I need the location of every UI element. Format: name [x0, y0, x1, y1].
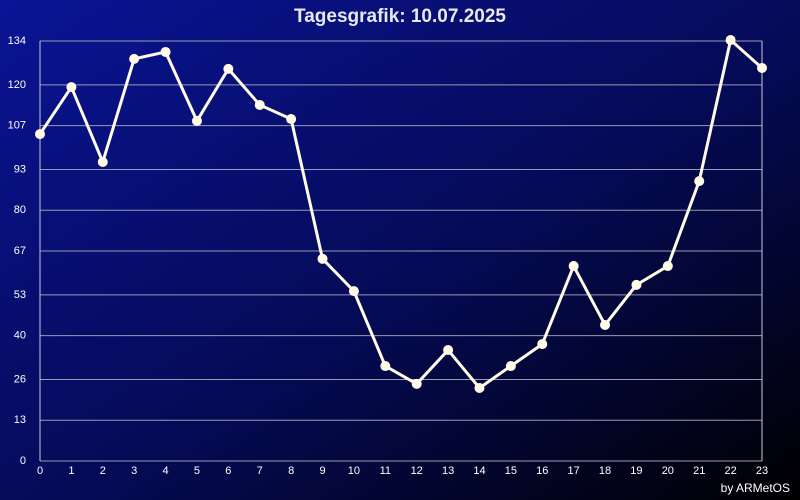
data-point	[380, 361, 391, 372]
x-tick-label: 7	[257, 465, 263, 477]
data-point	[317, 253, 328, 264]
x-tick-label: 14	[473, 465, 485, 477]
data-point	[662, 261, 673, 272]
data-point	[757, 62, 767, 73]
chart-title: Tagesgrafik: 10.07.2025	[294, 6, 506, 27]
data-line	[38, 38, 763, 390]
data-point	[694, 176, 705, 187]
data-point	[443, 345, 454, 356]
x-tick-label: 15	[505, 465, 517, 477]
y-tick-label: 53	[14, 289, 26, 301]
x-tick-label: 9	[319, 465, 325, 477]
data-point	[286, 114, 297, 125]
data-point	[474, 382, 485, 393]
y-tick-label: 67	[14, 245, 26, 257]
x-tick-label: 5	[194, 465, 200, 477]
y-tick-label: 107	[8, 120, 26, 132]
x-tick-label: 16	[536, 465, 548, 477]
data-point	[348, 286, 359, 297]
x-tick-label: 18	[599, 465, 611, 477]
data-point	[568, 261, 579, 272]
x-tick-label: 0	[37, 465, 43, 477]
data-point	[129, 53, 140, 64]
x-tick-label: 22	[724, 465, 736, 477]
data-point	[97, 156, 108, 167]
x-tick-label: 11	[380, 465, 391, 477]
x-tick-label: 12	[411, 465, 423, 477]
x-tick-label: 10	[348, 465, 360, 477]
y-tick-label: 93	[14, 163, 26, 175]
y-tick-label: 40	[14, 330, 26, 342]
data-point	[600, 319, 611, 330]
data-point	[254, 99, 265, 110]
x-tick-label: 3	[131, 465, 137, 477]
footer: by ARMetOS	[721, 481, 790, 495]
x-tick-label: 19	[630, 465, 642, 477]
data-point	[537, 339, 548, 350]
x-tick-label: 2	[100, 465, 106, 477]
data-point	[160, 46, 171, 57]
x-tick-label: 8	[288, 465, 294, 477]
data-point	[631, 279, 642, 290]
x-tick-label: 4	[163, 465, 169, 477]
x-tick-label: 1	[68, 465, 74, 477]
x-tick-label: 23	[756, 465, 768, 477]
x-tick-label: 20	[662, 465, 674, 477]
data-point	[191, 115, 202, 126]
y-tick-label: 13	[14, 414, 26, 426]
x-tick-label: 17	[568, 465, 580, 477]
data-point	[66, 82, 77, 93]
x-tick-label: 21	[693, 465, 705, 477]
data-point	[223, 63, 234, 74]
y-tick-label: 0	[20, 455, 26, 467]
y-tick-label: 120	[8, 79, 26, 91]
data-point	[35, 129, 45, 140]
x-tick-label: 6	[225, 465, 231, 477]
data-point	[411, 378, 422, 389]
data-point	[505, 361, 516, 372]
y-tick-label: 134	[8, 35, 26, 47]
x-tick-label: 13	[442, 465, 454, 477]
y-tick-label: 80	[14, 204, 26, 216]
y-tick-label: 26	[14, 373, 26, 385]
data-point	[725, 35, 736, 46]
